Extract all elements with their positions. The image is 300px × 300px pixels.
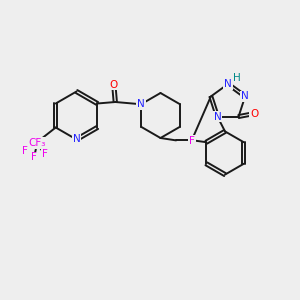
Text: F: F — [31, 152, 37, 163]
Text: N: N — [214, 112, 221, 122]
Text: O: O — [250, 109, 258, 118]
Text: F: F — [42, 149, 48, 160]
Text: N: N — [224, 79, 232, 89]
Text: N: N — [241, 92, 249, 101]
Text: N: N — [137, 99, 145, 109]
Text: F: F — [189, 136, 195, 146]
Text: O: O — [110, 80, 118, 90]
Text: F: F — [22, 146, 28, 156]
Text: N: N — [73, 134, 80, 145]
Text: H: H — [233, 73, 241, 83]
Text: CF₃: CF₃ — [28, 138, 46, 148]
